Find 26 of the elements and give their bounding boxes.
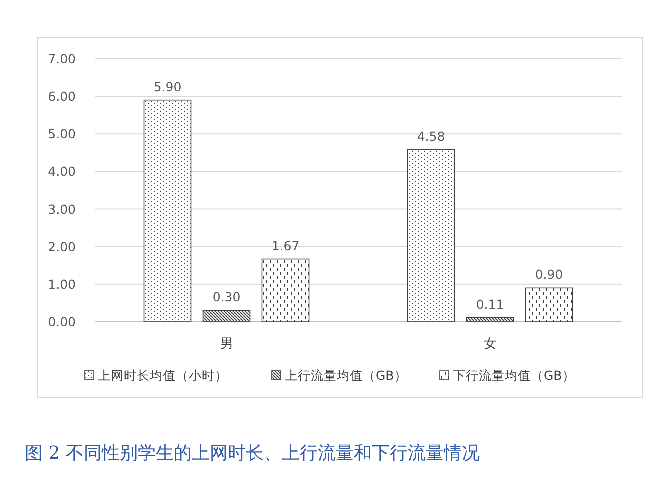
bar — [144, 100, 192, 322]
y-tick-label: 0.00 — [48, 314, 76, 330]
data-label: 0.30 — [212, 290, 241, 305]
data-label: 0.90 — [535, 267, 564, 282]
y-tick-label: 6.00 — [48, 89, 76, 104]
y-tick-label: 7.00 — [48, 52, 76, 66]
legend-label: 上行流量均值（GB） — [285, 368, 408, 383]
text: 图 2 不同性别学生的上网时长、上行流量和下行流量情况 — [25, 443, 480, 464]
x-tick-label: 男 — [220, 337, 234, 352]
data-label: 0.11 — [476, 296, 504, 312]
bar — [202, 310, 251, 322]
data-label: 1.67 — [272, 238, 300, 254]
data-label: 4.58 — [417, 128, 446, 144]
x-tick-label: 女 — [484, 337, 497, 352]
legend-label: 下行流量均值（GB） — [453, 368, 576, 383]
bar — [525, 288, 574, 322]
y-tick-label: 2.00 — [48, 239, 76, 254]
bar — [262, 258, 310, 322]
y-tick-label: 4.00 — [48, 164, 76, 180]
y-tick-label: 3.00 — [48, 202, 76, 217]
y-tick-label: 5.00 — [48, 126, 76, 142]
bar — [407, 150, 456, 322]
data-label: 5.90 — [154, 79, 182, 94]
y-tick-label: 1.00 — [48, 276, 76, 292]
bar — [466, 317, 514, 322]
legend-label: 上网时长均值（小时） — [98, 368, 228, 383]
